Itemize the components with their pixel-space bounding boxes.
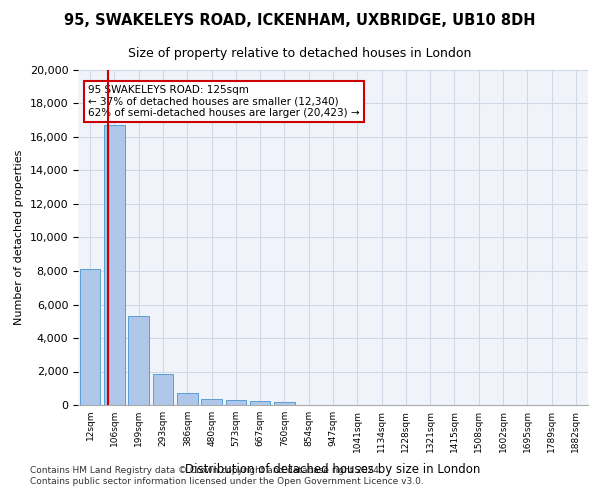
Y-axis label: Number of detached properties: Number of detached properties bbox=[14, 150, 24, 325]
Text: 95, SWAKELEYS ROAD, ICKENHAM, UXBRIDGE, UB10 8DH: 95, SWAKELEYS ROAD, ICKENHAM, UXBRIDGE, … bbox=[64, 13, 536, 28]
Bar bbox=[177, 394, 197, 405]
Text: 95 SWAKELEYS ROAD: 125sqm
← 37% of detached houses are smaller (12,340)
62% of s: 95 SWAKELEYS ROAD: 125sqm ← 37% of detac… bbox=[88, 85, 360, 118]
X-axis label: Distribution of detached houses by size in London: Distribution of detached houses by size … bbox=[185, 463, 481, 476]
Bar bbox=[274, 402, 295, 405]
Text: Size of property relative to detached houses in London: Size of property relative to detached ho… bbox=[128, 47, 472, 60]
Bar bbox=[152, 374, 173, 405]
Bar bbox=[104, 126, 125, 405]
Bar bbox=[250, 402, 271, 405]
Bar bbox=[128, 316, 149, 405]
Bar bbox=[226, 400, 246, 405]
Bar bbox=[201, 399, 222, 405]
Text: Contains HM Land Registry data © Crown copyright and database right 2024.
Contai: Contains HM Land Registry data © Crown c… bbox=[30, 466, 424, 485]
Bar bbox=[80, 270, 100, 405]
